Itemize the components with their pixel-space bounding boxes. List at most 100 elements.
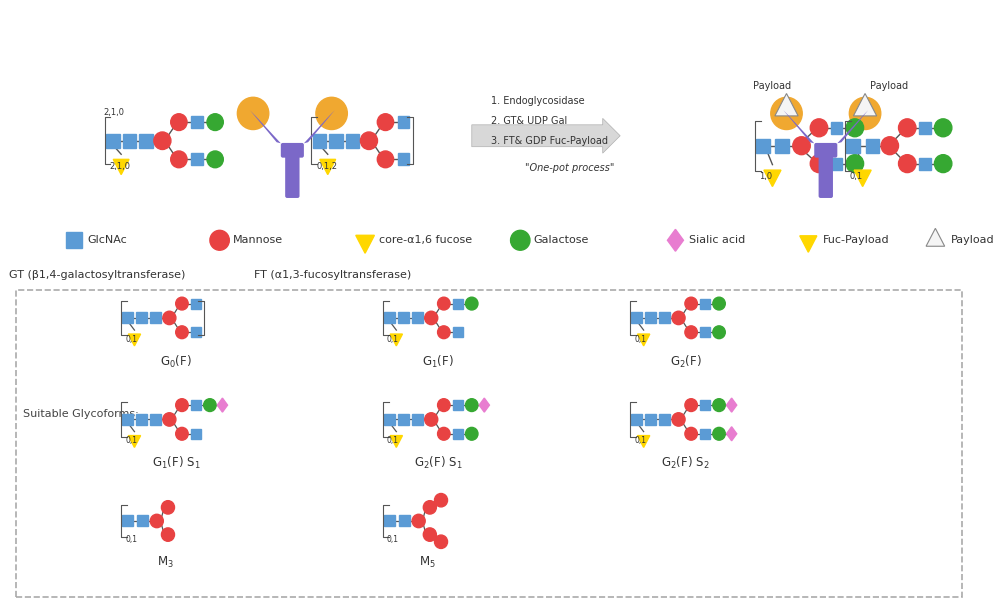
- Polygon shape: [837, 110, 868, 143]
- FancyBboxPatch shape: [453, 429, 463, 439]
- Circle shape: [210, 230, 229, 250]
- Polygon shape: [637, 436, 650, 448]
- FancyBboxPatch shape: [150, 313, 161, 323]
- Polygon shape: [727, 398, 737, 412]
- Text: Sialic acid: Sialic acid: [689, 235, 745, 245]
- Circle shape: [161, 528, 175, 541]
- Circle shape: [793, 137, 810, 155]
- FancyBboxPatch shape: [136, 313, 147, 323]
- FancyBboxPatch shape: [106, 134, 120, 148]
- Text: FT (α1,3-fucosyltransferase): FT (α1,3-fucosyltransferase): [254, 270, 411, 280]
- Circle shape: [466, 297, 478, 310]
- FancyBboxPatch shape: [412, 313, 423, 323]
- Circle shape: [685, 399, 697, 412]
- FancyBboxPatch shape: [453, 299, 463, 308]
- Text: Galactose: Galactose: [534, 235, 589, 245]
- Circle shape: [713, 399, 725, 412]
- Circle shape: [176, 399, 188, 412]
- Circle shape: [150, 514, 163, 527]
- Circle shape: [412, 514, 425, 527]
- FancyBboxPatch shape: [398, 116, 409, 128]
- FancyBboxPatch shape: [756, 139, 770, 152]
- Circle shape: [425, 413, 438, 426]
- FancyBboxPatch shape: [398, 313, 409, 323]
- FancyBboxPatch shape: [919, 158, 931, 170]
- Circle shape: [881, 137, 899, 155]
- Polygon shape: [390, 436, 402, 448]
- Polygon shape: [775, 94, 798, 116]
- FancyBboxPatch shape: [191, 429, 201, 439]
- Polygon shape: [356, 235, 374, 253]
- FancyBboxPatch shape: [831, 158, 842, 170]
- Circle shape: [934, 119, 952, 137]
- Circle shape: [846, 155, 864, 173]
- Text: 0,1: 0,1: [125, 335, 137, 344]
- Text: 2. GT& UDP Gal: 2. GT& UDP Gal: [491, 116, 567, 126]
- Text: G$_2$(F) S$_1$: G$_2$(F) S$_1$: [414, 455, 462, 472]
- Polygon shape: [113, 160, 129, 175]
- Circle shape: [849, 97, 881, 130]
- Text: 0,1: 0,1: [849, 172, 862, 181]
- Circle shape: [713, 297, 725, 310]
- FancyBboxPatch shape: [122, 414, 133, 425]
- Text: Fuc-Payload: Fuc-Payload: [823, 235, 889, 245]
- Circle shape: [161, 500, 175, 514]
- Circle shape: [316, 97, 347, 130]
- Text: G$_2$(F): G$_2$(F): [670, 354, 701, 370]
- Circle shape: [685, 297, 697, 310]
- FancyBboxPatch shape: [191, 154, 203, 165]
- FancyBboxPatch shape: [346, 134, 359, 148]
- Text: 0,1: 0,1: [634, 436, 646, 445]
- Circle shape: [810, 155, 828, 173]
- FancyBboxPatch shape: [700, 429, 710, 439]
- FancyBboxPatch shape: [329, 134, 343, 148]
- Circle shape: [438, 399, 450, 412]
- Text: 0,1: 0,1: [387, 335, 399, 344]
- Text: G$_2$(F) S$_2$: G$_2$(F) S$_2$: [661, 455, 710, 472]
- Text: "One-pot process": "One-pot process": [525, 163, 614, 173]
- Text: 2,1,0: 2,1,0: [103, 108, 124, 117]
- Circle shape: [899, 119, 916, 137]
- FancyBboxPatch shape: [191, 116, 203, 128]
- Circle shape: [154, 132, 171, 149]
- FancyBboxPatch shape: [122, 515, 133, 526]
- Text: 0,1,2: 0,1,2: [316, 161, 337, 170]
- FancyBboxPatch shape: [866, 139, 879, 152]
- Circle shape: [377, 151, 394, 168]
- FancyBboxPatch shape: [412, 414, 423, 425]
- FancyBboxPatch shape: [814, 143, 837, 158]
- Circle shape: [685, 326, 697, 338]
- Circle shape: [207, 114, 223, 131]
- Circle shape: [771, 97, 802, 130]
- FancyBboxPatch shape: [645, 414, 656, 425]
- FancyBboxPatch shape: [453, 400, 463, 410]
- Text: G$_1$(F): G$_1$(F): [422, 354, 454, 370]
- Circle shape: [425, 311, 438, 325]
- Circle shape: [207, 151, 223, 168]
- Text: GlcNAc: GlcNAc: [88, 235, 127, 245]
- FancyBboxPatch shape: [700, 299, 710, 308]
- Polygon shape: [250, 110, 281, 143]
- FancyBboxPatch shape: [700, 400, 710, 410]
- Text: G$_0$(F): G$_0$(F): [160, 354, 192, 370]
- Polygon shape: [304, 110, 335, 143]
- Text: M$_5$: M$_5$: [419, 556, 436, 571]
- FancyArrow shape: [472, 118, 620, 153]
- Circle shape: [176, 326, 188, 338]
- Polygon shape: [800, 236, 817, 252]
- FancyBboxPatch shape: [831, 122, 842, 134]
- Circle shape: [434, 535, 448, 548]
- Circle shape: [163, 413, 176, 426]
- FancyBboxPatch shape: [191, 299, 201, 308]
- Circle shape: [163, 311, 176, 325]
- FancyBboxPatch shape: [313, 134, 326, 148]
- Polygon shape: [390, 334, 402, 346]
- Text: 0,1: 0,1: [387, 535, 399, 544]
- FancyBboxPatch shape: [139, 134, 153, 148]
- FancyBboxPatch shape: [384, 414, 395, 425]
- Polygon shape: [783, 110, 814, 143]
- Circle shape: [360, 132, 378, 149]
- Text: Mannose: Mannose: [233, 235, 283, 245]
- Text: Payload: Payload: [951, 235, 995, 245]
- FancyBboxPatch shape: [66, 232, 82, 248]
